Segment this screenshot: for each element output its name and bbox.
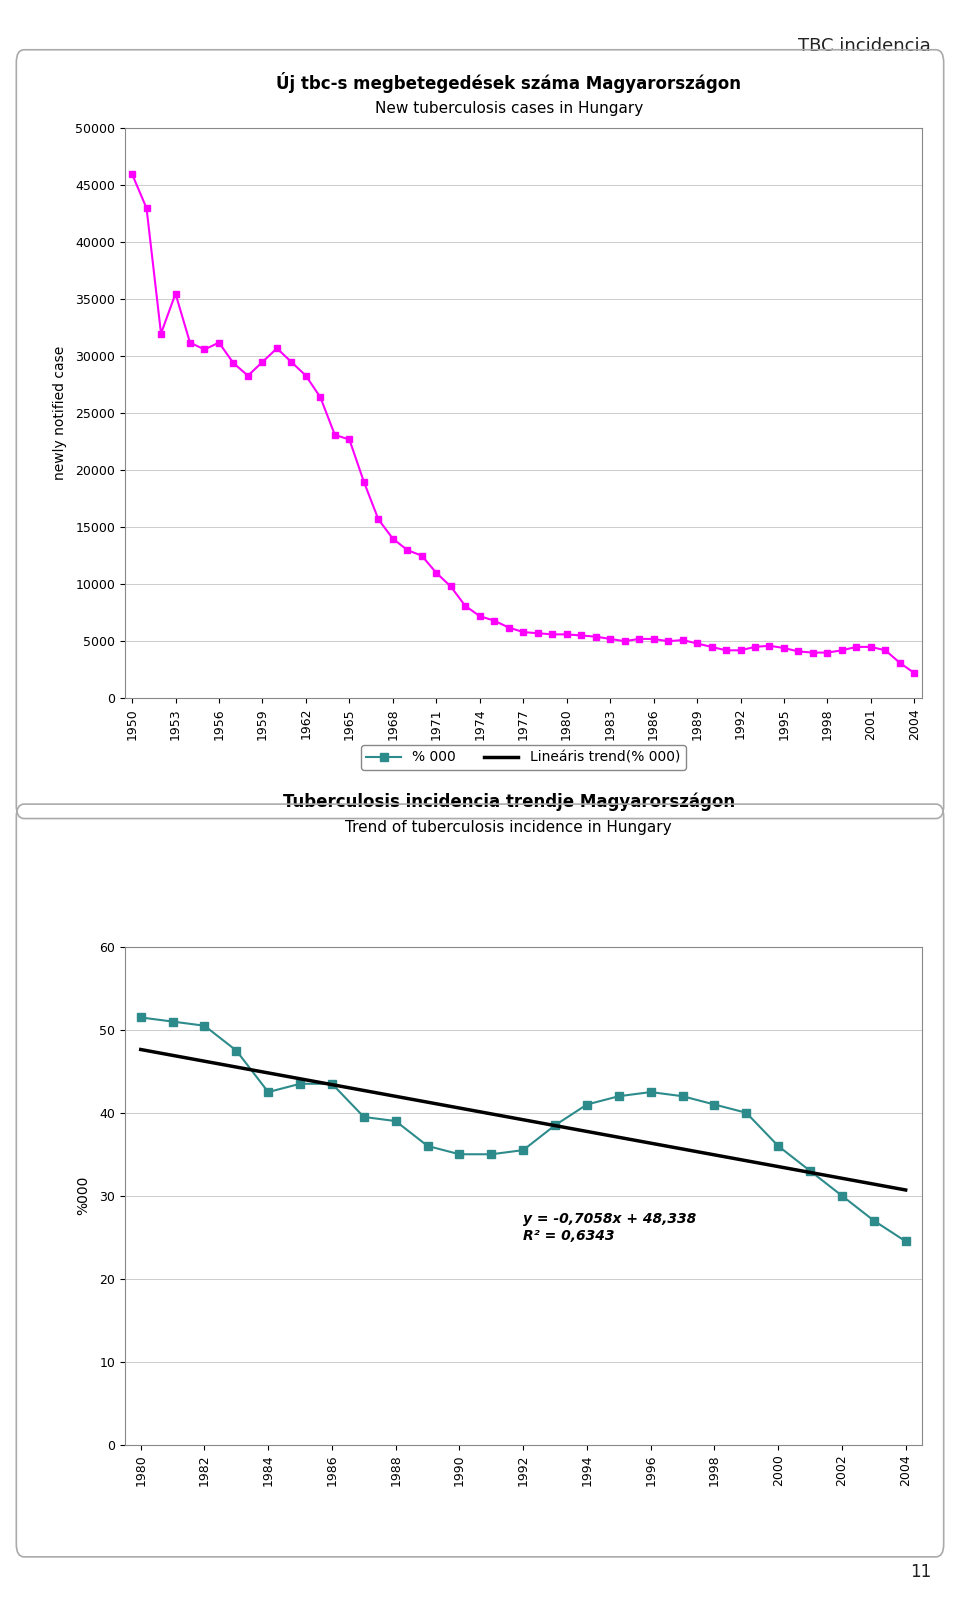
% 000: [868, 1210, 879, 1229]
% 000: [230, 1042, 242, 1061]
Text: Tuberculosis incidencia trendje Magyarországon: Tuberculosis incidencia trendje Magyaror…: [283, 791, 734, 811]
% 000: [135, 1008, 147, 1027]
Text: TBC incidencia: TBC incidencia: [799, 37, 931, 55]
% 000: [581, 1095, 592, 1114]
Lineáris trend(% 000): [645, 1133, 657, 1152]
% 000: [390, 1111, 401, 1130]
Lineáris trend(% 000): [804, 1162, 816, 1181]
% 000: [773, 1136, 784, 1156]
Y-axis label: %000: %000: [77, 1176, 91, 1215]
% 000: [421, 1136, 433, 1156]
Y-axis label: newly notified case: newly notified case: [53, 347, 67, 480]
Lineáris trend(% 000): [613, 1128, 625, 1148]
Lineáris trend(% 000): [358, 1080, 370, 1099]
Lineáris trend(% 000): [677, 1140, 688, 1159]
Text: 11: 11: [910, 1563, 931, 1581]
% 000: [326, 1074, 338, 1093]
% 000: [486, 1144, 497, 1164]
Lineáris trend(% 000): [486, 1104, 497, 1124]
% 000: [295, 1074, 306, 1093]
Text: y = -0,7058x + 48,338
R² = 0,6343: y = -0,7058x + 48,338 R² = 0,6343: [523, 1212, 696, 1242]
% 000: [613, 1087, 625, 1106]
% 000: [167, 1011, 179, 1030]
Text: Új tbc-s megbetegedések száma Magyarországon: Új tbc-s megbetegedések száma Magyarorsz…: [276, 72, 741, 93]
% 000: [677, 1087, 688, 1106]
Text: New tuberculosis cases in Hungary: New tuberculosis cases in Hungary: [374, 101, 643, 116]
Lineáris trend(% 000): [199, 1051, 210, 1071]
% 000: [549, 1115, 561, 1135]
Line: Lineáris trend(% 000): Lineáris trend(% 000): [141, 1050, 905, 1189]
% 000: [517, 1141, 529, 1160]
Lineáris trend(% 000): [230, 1058, 242, 1077]
Legend: % 000, Lineáris trend(% 000): % 000, Lineáris trend(% 000): [361, 745, 685, 770]
Lineáris trend(% 000): [773, 1157, 784, 1176]
Lineáris trend(% 000): [900, 1180, 911, 1199]
% 000: [740, 1103, 752, 1122]
% 000: [708, 1095, 720, 1114]
Lineáris trend(% 000): [390, 1087, 401, 1106]
Line: % 000: % 000: [136, 1013, 910, 1245]
Lineáris trend(% 000): [135, 1040, 147, 1059]
Lineáris trend(% 000): [517, 1111, 529, 1130]
% 000: [836, 1186, 848, 1205]
Lineáris trend(% 000): [262, 1063, 274, 1082]
Lineáris trend(% 000): [295, 1069, 306, 1088]
Lineáris trend(% 000): [836, 1168, 848, 1188]
Lineáris trend(% 000): [167, 1046, 179, 1066]
Lineáris trend(% 000): [581, 1122, 592, 1141]
% 000: [358, 1107, 370, 1127]
Lineáris trend(% 000): [326, 1075, 338, 1095]
% 000: [262, 1082, 274, 1101]
Lineáris trend(% 000): [740, 1151, 752, 1170]
Text: Trend of tuberculosis incidence in Hungary: Trend of tuberculosis incidence in Hunga…: [346, 820, 672, 835]
% 000: [199, 1016, 210, 1035]
Lineáris trend(% 000): [421, 1093, 433, 1112]
% 000: [804, 1162, 816, 1181]
% 000: [900, 1231, 911, 1250]
Lineáris trend(% 000): [454, 1098, 466, 1117]
Lineáris trend(% 000): [868, 1175, 879, 1194]
Lineáris trend(% 000): [549, 1115, 561, 1135]
% 000: [645, 1082, 657, 1101]
% 000: [454, 1144, 466, 1164]
Lineáris trend(% 000): [708, 1146, 720, 1165]
